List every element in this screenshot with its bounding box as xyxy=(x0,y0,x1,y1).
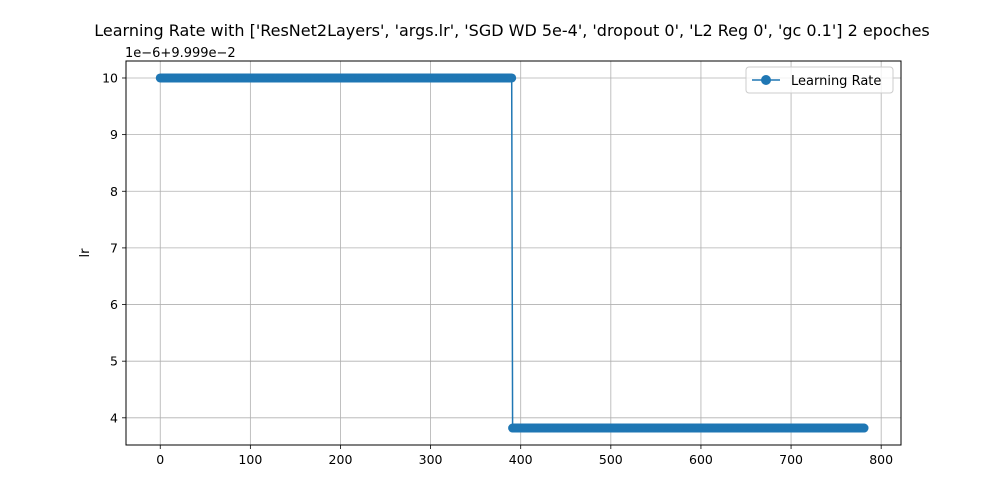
axis-ticks: 0 100 200 300 400 500 600 700 800 4 5 6 7 8 9 10 xyxy=(102,70,893,467)
chart-title: Learning Rate with ['ResNet2Layers', 'ar… xyxy=(94,21,930,40)
legend: Learning Rate xyxy=(745,66,894,94)
legend-box xyxy=(745,66,894,94)
legend-entry-learning-rate: Learning Rate xyxy=(791,74,881,89)
x-tick-label: 500 xyxy=(599,452,623,467)
x-tick-label: 800 xyxy=(869,452,893,467)
series-markers xyxy=(155,73,869,433)
data-point xyxy=(859,423,869,433)
x-tick-label: 300 xyxy=(419,452,443,467)
x-tick-label: 100 xyxy=(238,452,262,467)
x-tick-label: 200 xyxy=(329,452,353,467)
y-tick-label: 6 xyxy=(110,297,118,312)
data-point xyxy=(507,73,517,83)
x-tick-label: 400 xyxy=(509,452,533,467)
y-tick-label: 8 xyxy=(110,184,118,199)
grid-lines xyxy=(126,61,901,445)
series-learning-rate xyxy=(155,73,869,433)
series-line xyxy=(160,77,865,429)
y-axis-label: lr xyxy=(78,248,93,258)
x-tick-label: 0 xyxy=(156,452,164,467)
legend-marker-swatch xyxy=(761,75,771,85)
plot-frame xyxy=(125,60,902,446)
y-tick-label: 7 xyxy=(110,240,118,255)
y-tick-label: 9 xyxy=(110,127,118,142)
y-tick-label: 4 xyxy=(110,410,118,425)
y-axis-offset-label: 1e−6+9.999e−2 xyxy=(125,46,236,61)
y-tick-label: 5 xyxy=(110,354,118,369)
y-tick-label: 10 xyxy=(102,70,118,85)
x-tick-label: 600 xyxy=(689,452,713,467)
x-tick-label: 700 xyxy=(779,452,803,467)
